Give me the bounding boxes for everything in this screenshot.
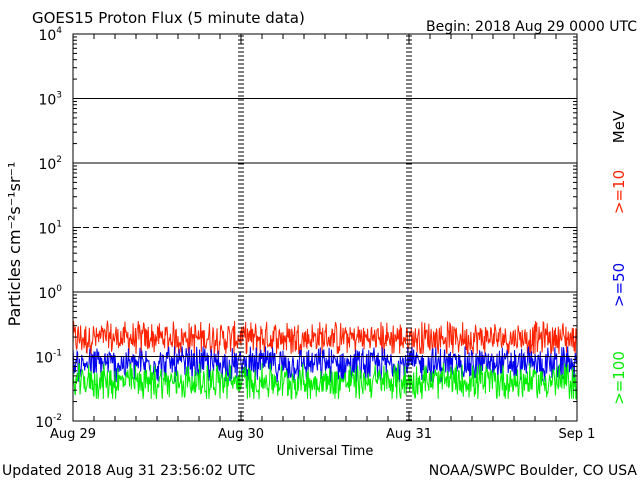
x-axis-label: Universal Time xyxy=(277,444,374,459)
legend-units: MeV xyxy=(610,110,628,143)
begin-time: Begin: 2018 Aug 29 0000 UTC xyxy=(426,19,637,35)
y-tick-label: 10-1 xyxy=(35,349,62,367)
credit-text: NOAA/SWPC Boulder, CO USA xyxy=(429,463,638,479)
y-tick-label: 102 xyxy=(38,155,62,173)
legend: MeV >=10 >=50 >=100 xyxy=(610,110,628,405)
y-tick-label: 104 xyxy=(38,26,62,44)
x-tick-label: Aug 29 xyxy=(50,427,96,442)
legend-label-2: >=100 xyxy=(610,351,628,405)
legend-label-0: >=10 xyxy=(610,170,628,214)
x-tick-label: Aug 30 xyxy=(218,427,264,442)
x-tick-label: Aug 31 xyxy=(386,427,432,442)
series-line-0 xyxy=(72,320,578,355)
series-line-2 xyxy=(72,363,578,400)
x-tick-label: Sep 1 xyxy=(559,427,596,442)
y-tick-label: 10-2 xyxy=(35,413,62,431)
legend-label-1: >=50 xyxy=(610,263,628,307)
y-tick-label: 101 xyxy=(38,220,62,238)
chart-title: GOES15 Proton Flux (5 minute data) xyxy=(32,9,305,27)
y-axis-label: Particles cm⁻²s⁻¹sr⁻¹ xyxy=(5,162,24,327)
updated-timestamp: Updated 2018 Aug 31 23:56:02 UTC xyxy=(2,463,255,479)
series-layer xyxy=(72,320,578,400)
y-tick-label: 100 xyxy=(38,284,62,302)
axes: 10-2 10-1 100 101 102 103 104 Aug 29 Aug 30 Aug 3… xyxy=(35,26,595,442)
reference-lines xyxy=(73,98,577,357)
y-tick-label: 103 xyxy=(38,91,62,109)
